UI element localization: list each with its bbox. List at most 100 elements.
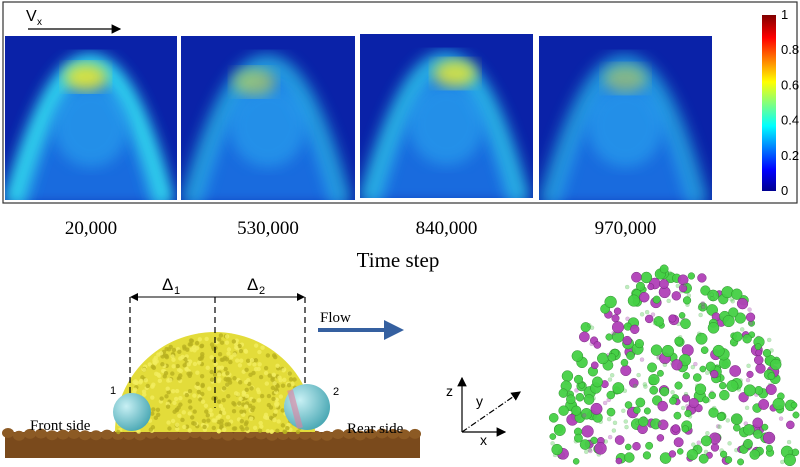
particle xyxy=(659,279,669,289)
particle xyxy=(700,435,712,447)
liquid-atom xyxy=(175,363,180,369)
liquid-atom xyxy=(155,407,161,413)
substrate-atom xyxy=(299,429,311,440)
liquid-atom xyxy=(201,418,207,424)
particle xyxy=(748,321,754,326)
particle xyxy=(752,417,764,429)
liquid-atom xyxy=(219,425,224,430)
particle xyxy=(633,406,641,414)
particle xyxy=(612,382,625,395)
liquid-atom xyxy=(252,362,257,367)
liquid-atom xyxy=(221,386,227,391)
particle xyxy=(622,335,632,346)
particle xyxy=(700,304,706,310)
particle xyxy=(745,377,751,383)
liquid-atom xyxy=(151,407,156,412)
particle xyxy=(702,396,710,404)
particle xyxy=(765,383,777,395)
particle xyxy=(758,398,770,410)
liquid-atom xyxy=(197,356,203,361)
particle xyxy=(558,405,569,416)
particle xyxy=(686,293,692,298)
substrate-atom xyxy=(57,429,69,440)
particle xyxy=(726,379,739,392)
heatmap-panel xyxy=(539,36,712,200)
particle xyxy=(767,372,776,380)
colorbar-tick: 0 xyxy=(781,183,788,198)
liquid-atom xyxy=(171,357,176,363)
particle xyxy=(620,358,629,367)
liquid-atom xyxy=(166,347,172,352)
liquid-atom xyxy=(224,334,230,339)
liquid-atom xyxy=(184,392,190,398)
substrate-atom xyxy=(2,428,14,439)
particle xyxy=(691,442,696,447)
particle xyxy=(656,434,665,442)
particle xyxy=(581,413,587,418)
particle xyxy=(636,372,641,378)
particle xyxy=(603,439,608,444)
substrate-atom xyxy=(200,430,212,441)
particle xyxy=(611,314,620,323)
liquid-atom xyxy=(287,371,292,376)
particle xyxy=(682,372,690,380)
particle xyxy=(673,411,682,420)
particle xyxy=(670,390,675,395)
particle xyxy=(631,271,642,283)
liquid-atom xyxy=(204,336,209,342)
substrate-atom xyxy=(13,430,25,441)
particle xyxy=(710,443,720,452)
particle xyxy=(707,322,720,334)
liquid-atom xyxy=(237,401,242,406)
particle xyxy=(649,385,659,395)
particle xyxy=(688,397,699,409)
liquid-atom xyxy=(285,426,290,431)
particle xyxy=(666,298,671,304)
liquid-atom xyxy=(257,428,263,433)
liquid-atom xyxy=(256,366,261,372)
particle xyxy=(583,394,595,405)
substrate-atom xyxy=(46,430,58,441)
liquid-atom xyxy=(263,370,269,376)
liquid-atom xyxy=(200,391,205,397)
liquid-atom xyxy=(147,362,152,367)
liquid-atom xyxy=(229,354,234,360)
liquid-atom xyxy=(243,404,249,409)
liquid-atom xyxy=(204,409,209,414)
liquid-atom xyxy=(257,362,262,367)
particle xyxy=(643,407,651,415)
particle xyxy=(780,459,785,465)
liquid-atom xyxy=(282,429,288,435)
particle xyxy=(711,405,717,411)
liquid-atom xyxy=(220,407,226,412)
particle xyxy=(684,409,692,418)
liquid-atom xyxy=(212,372,218,377)
particle xyxy=(710,370,719,379)
particle xyxy=(681,425,689,433)
liquid-atom xyxy=(205,413,210,418)
liquid-atom xyxy=(217,352,223,357)
particle xyxy=(606,390,616,400)
particle xyxy=(786,439,792,445)
particle xyxy=(739,327,745,332)
particle-1-label: 1 xyxy=(110,385,116,397)
liquid-atom xyxy=(244,387,249,392)
particle xyxy=(650,344,663,356)
liquid-atom xyxy=(145,383,150,389)
liquid-atom xyxy=(187,428,192,433)
particle xyxy=(742,334,752,344)
particle xyxy=(588,448,593,454)
particle xyxy=(708,391,716,400)
substrate-atom xyxy=(376,428,388,439)
particle xyxy=(635,281,646,291)
particle xyxy=(732,331,743,342)
liquid-atom xyxy=(292,377,297,382)
particle xyxy=(571,350,584,362)
substrate-atom xyxy=(24,428,36,439)
particle xyxy=(755,363,766,374)
liquid-atom xyxy=(273,409,278,414)
particle xyxy=(604,295,617,309)
liquid-atom xyxy=(271,372,277,378)
liquid-atom xyxy=(156,412,161,417)
